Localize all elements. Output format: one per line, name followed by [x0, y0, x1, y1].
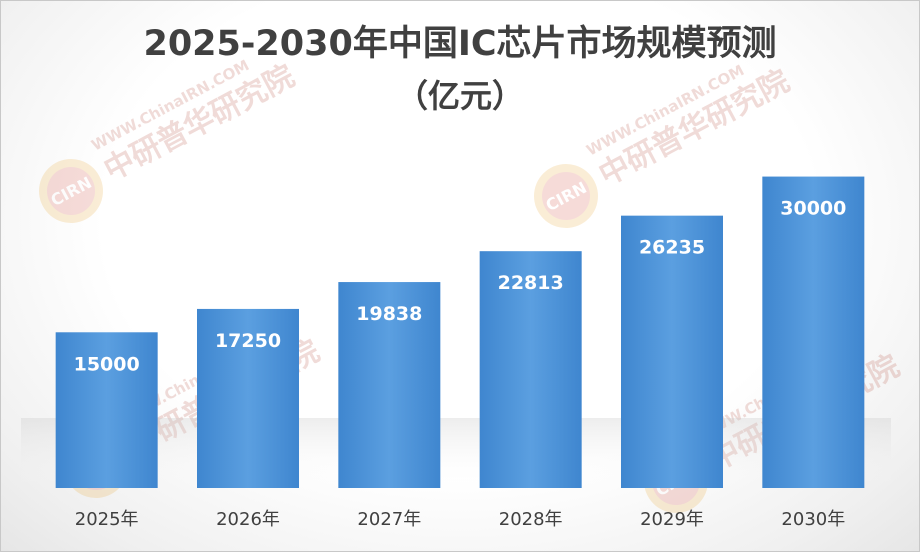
bar-2027年 — [338, 282, 441, 488]
bar-2029年 — [621, 215, 723, 489]
bar-2028年 — [479, 251, 582, 488]
x-tick-label-2025年: 2025年 — [75, 509, 139, 530]
data-label-2028年: 22813 — [498, 272, 564, 294]
data-label-2027年: 19838 — [356, 303, 422, 325]
bars-layer — [21, 176, 891, 489]
x-tick-label-2029年: 2029年 — [640, 509, 704, 530]
data-label-2026年: 17250 — [215, 330, 281, 352]
floor-shadow — [21, 418, 891, 488]
bar-2030年 — [762, 176, 865, 489]
x-tick-label-2027年: 2027年 — [357, 509, 421, 530]
data-label-2025年: 15000 — [74, 353, 140, 375]
data-label-2029年: 26235 — [639, 237, 705, 259]
value-labels-layer: 15000 17250 19838 22813 26235 30000 — [74, 198, 847, 376]
chart-title: 2025-2030年中国IC芯片市场规模预测 — [143, 24, 777, 64]
x-tick-label-2028年: 2028年 — [499, 509, 563, 530]
data-label-2030年: 30000 — [780, 198, 846, 220]
x-tick-label-2030年: 2030年 — [781, 509, 845, 530]
bar-2026年 — [197, 308, 299, 488]
chart-subtitle: （亿元） — [395, 77, 524, 115]
x-tick-labels-layer: 2025年 2026年 2027年 2028年 2029年 2030年 — [75, 509, 845, 530]
bar-2025年 — [55, 332, 158, 488]
x-tick-label-2026年: 2026年 — [216, 509, 280, 530]
